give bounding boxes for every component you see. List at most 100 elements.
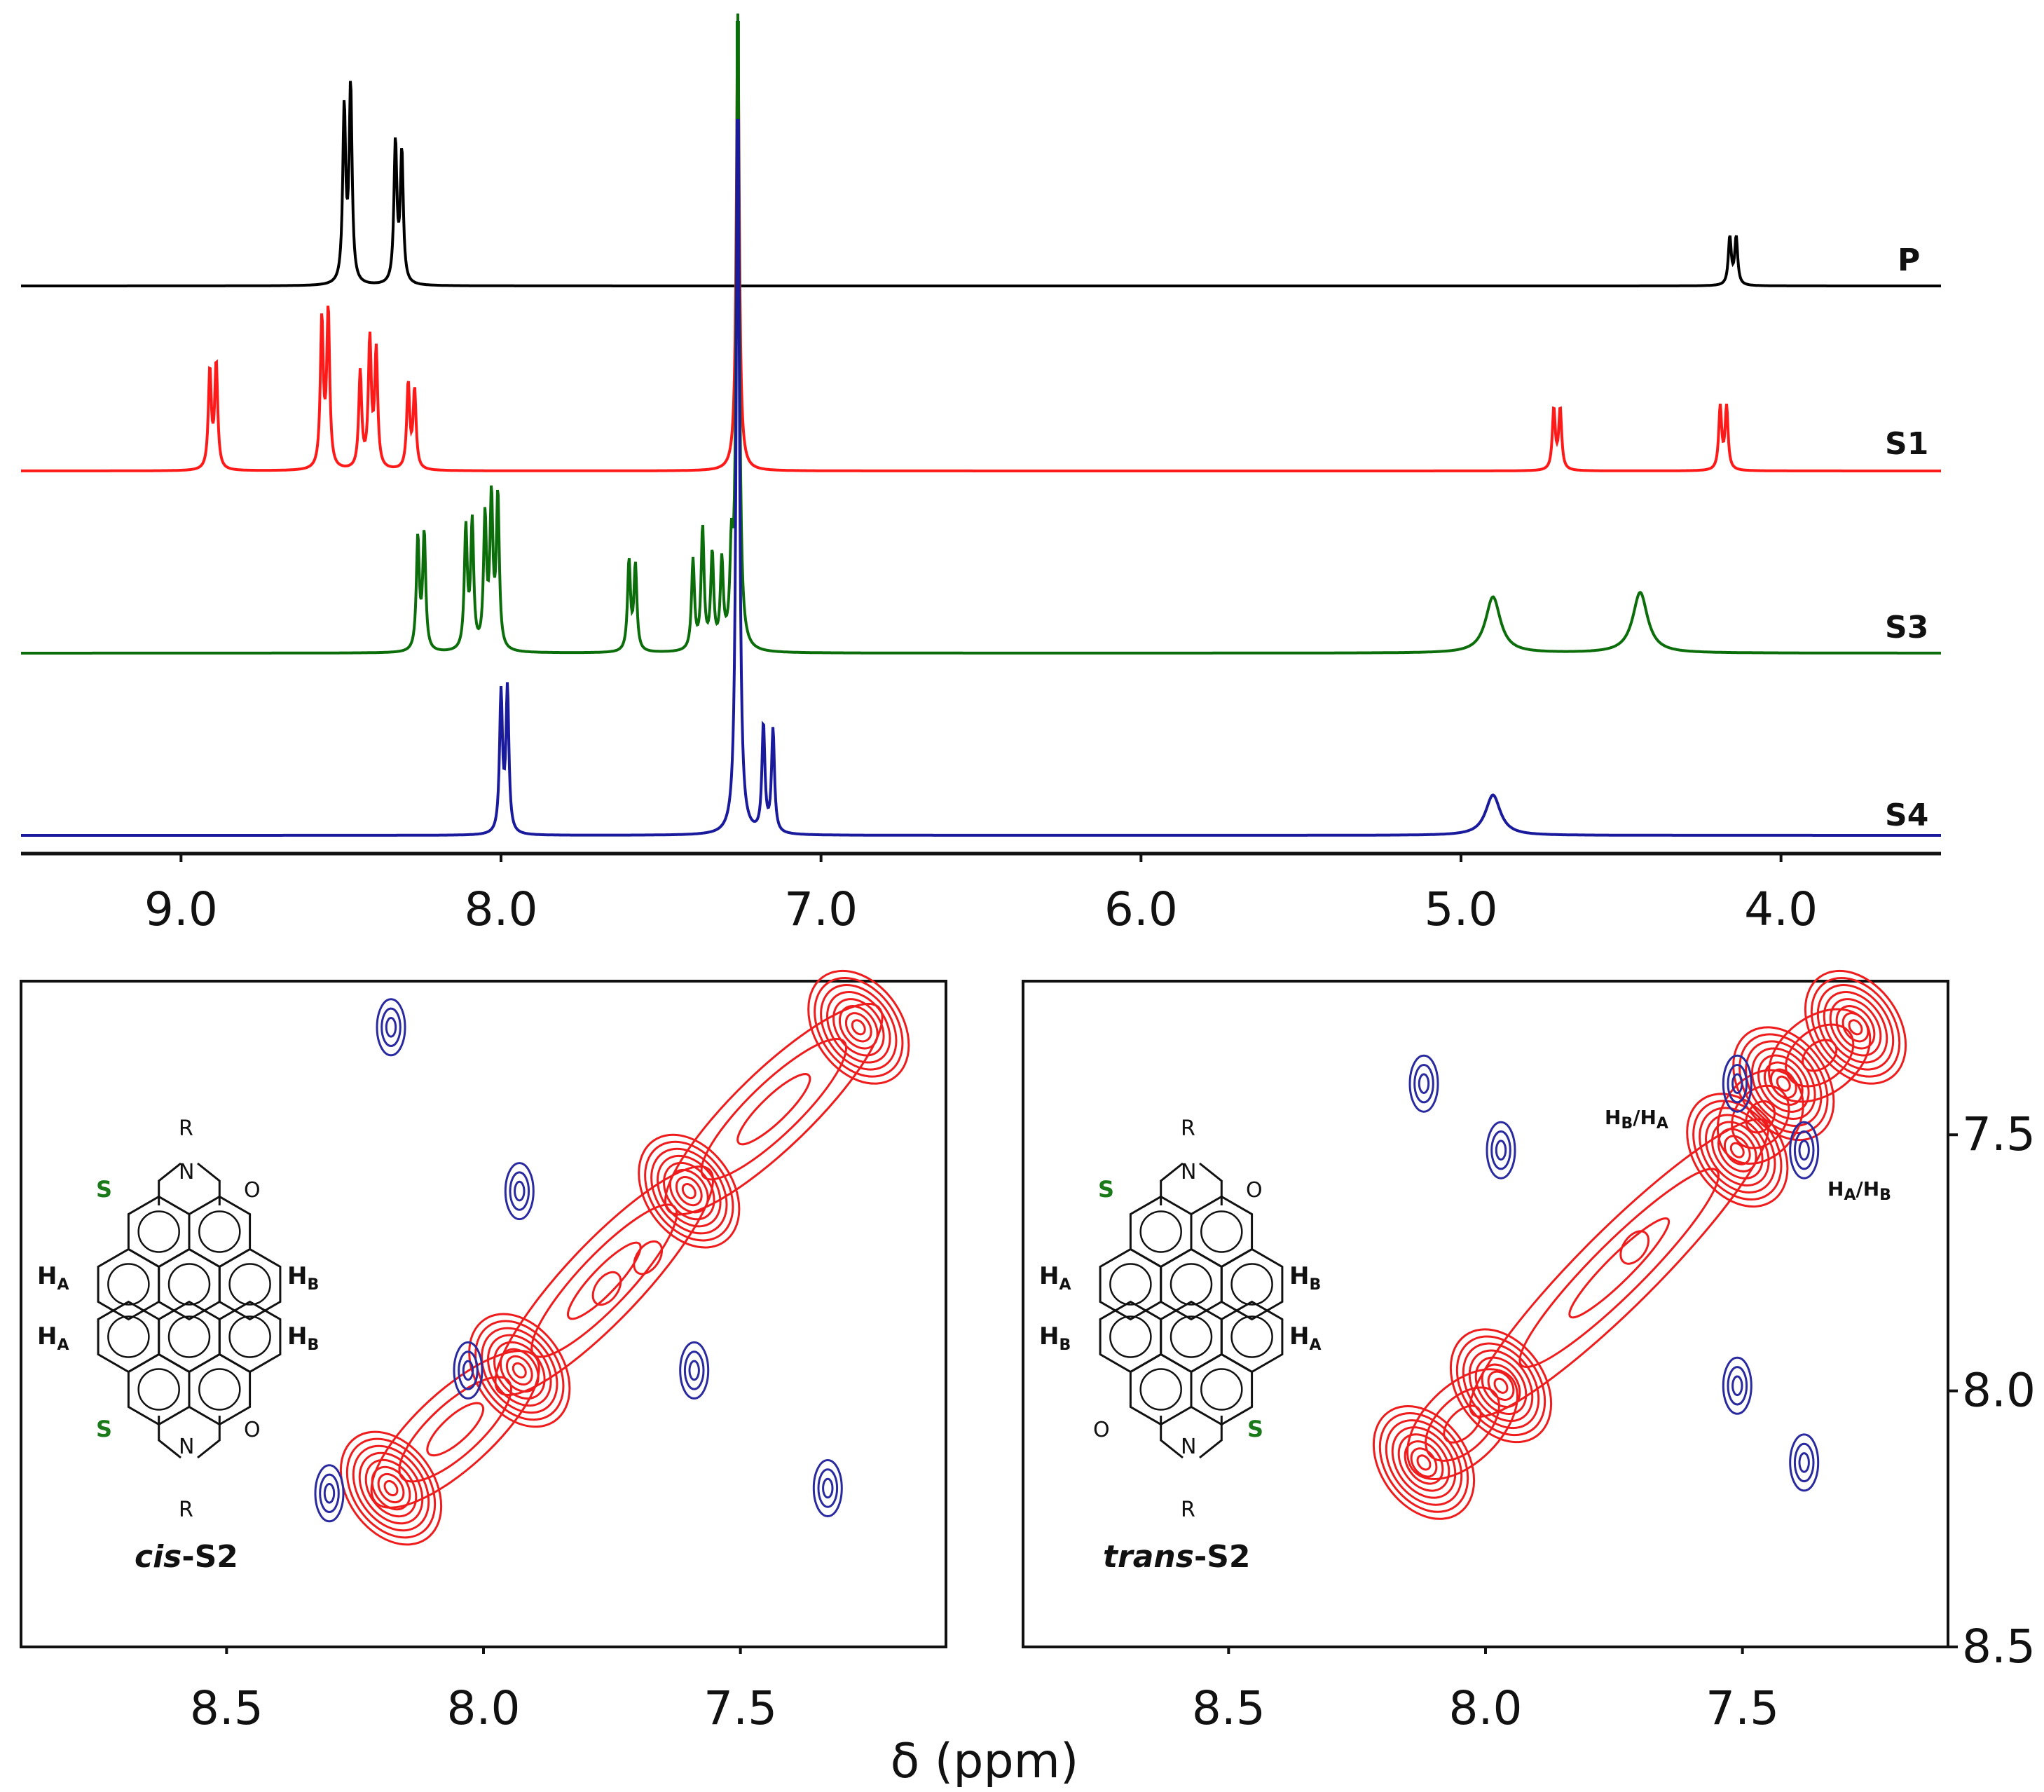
panel-x-tick-label: 8.0 (1449, 1681, 1523, 1735)
cross-peak-contour (1408, 1054, 1439, 1113)
diagonal-peak-contour (1710, 1121, 1764, 1179)
diagonal-peak-contour (657, 1154, 722, 1228)
benzene-ring (158, 1247, 221, 1321)
trans-ha-upper: HA (1039, 1262, 1071, 1294)
diagonal-peak-contour (493, 1341, 546, 1400)
diagonal-peak-contour (1462, 1342, 1540, 1430)
trans-n-top: N (1181, 1160, 1196, 1184)
cis-s2-2d-panel: 8.5 8.0 7.5 R N O S N O S R HA HB HA HB ci… (20, 969, 947, 1735)
diagonal-peak-contour (1487, 1370, 1515, 1401)
diagonal-ridge-contour (1425, 1386, 1500, 1462)
cross-peak-contour (1490, 1130, 1511, 1170)
diagonal-peak-contour (371, 1465, 411, 1511)
aromatic-circle (107, 1315, 150, 1358)
diagonal-peak-contour (1841, 1012, 1870, 1043)
cis-n-top: N (179, 1160, 194, 1184)
diagonal-peak-contour (339, 1430, 443, 1546)
benzene-ring (127, 1195, 191, 1268)
aromatic-circle (1200, 1210, 1243, 1253)
cross-peak-contour (1731, 1073, 1743, 1094)
panel-x-tick-label: 7.5 (704, 1681, 777, 1735)
cis-hb-upper: HB (287, 1262, 319, 1294)
diagonal-peak-contour (512, 1362, 527, 1379)
aromatic-circle (1139, 1368, 1182, 1411)
diagonal-peak-contour (1804, 969, 1907, 1085)
diagonal-peak-contour (1745, 1040, 1823, 1127)
diagonal-peak-contour (1823, 991, 1888, 1064)
diagonal-peak-contour (1729, 1142, 1745, 1158)
diagonal-ridge-contour (700, 1038, 848, 1181)
trans-s2-label: trans-S2 (1103, 1539, 1251, 1575)
diagonal-peak-contour (1757, 1054, 1810, 1113)
annotation-hb-ha: HB/HA (1605, 1106, 1668, 1133)
aromatic-circle (1109, 1263, 1152, 1306)
aromatic-circle (1170, 1315, 1213, 1358)
diagonal-connector-contour (591, 1271, 622, 1306)
trace-label-S4: S4 (1885, 798, 1928, 833)
cross-peak-contour (1789, 1433, 1820, 1492)
trans-s2-skeleton (1099, 1162, 1284, 1459)
cis-n-bottom: N (179, 1435, 194, 1459)
trans-hb-upper: HB (1289, 1262, 1321, 1294)
spectra-tick-label: 5.0 (1425, 882, 1498, 936)
spectrum-trace-s3 (21, 13, 1941, 655)
trace-label-S1: S1 (1885, 426, 1928, 462)
diagonal-peak-contour (499, 1348, 540, 1393)
diagonal-peak-contour (638, 1133, 741, 1249)
cross-peak-contour (1722, 1356, 1753, 1415)
cross-peak-contour (1789, 1121, 1820, 1179)
aromatic-circle (137, 1368, 180, 1411)
diagonal-peak-contour (1776, 1075, 1791, 1092)
cis-s2-label: cis-S2 (135, 1539, 238, 1575)
diagonal-ridge-contour (1745, 1100, 1776, 1134)
cross-peak-contour (504, 1162, 535, 1221)
trace-label-S3: S3 (1885, 610, 1928, 645)
trans-s2-2d-panel: 8.5 8.0 7.5 7.5 8.0 8.5 R N O S N O S R HA H… (1022, 969, 2036, 1735)
diagonal-peak-contour (345, 1437, 437, 1539)
cross-peak-contour (688, 1360, 700, 1381)
cross-peak-contour (1495, 1140, 1507, 1161)
trans-o-bottom: O (1093, 1418, 1110, 1442)
diagonal-peak-contour (1723, 1135, 1751, 1165)
panel-y-tick-label: 8.0 (1962, 1364, 2036, 1418)
diagonal-peak-contour (1385, 1419, 1463, 1506)
diagonal-peak-contour (1699, 1107, 1776, 1193)
diagonal-peak-contour (1449, 1328, 1553, 1444)
imide-ring-bond (158, 1416, 221, 1459)
diagonal-peak-contour (681, 1183, 697, 1200)
cross-peak-contour (1793, 1130, 1815, 1170)
cross-peak-contour (1798, 1452, 1810, 1473)
diagonal-peak-contour (1810, 976, 1901, 1078)
cross-peak-contour (1486, 1121, 1516, 1179)
cross-peak-contour (509, 1171, 530, 1211)
cross-peak-contour (458, 1350, 479, 1390)
benzene-ring (188, 1195, 252, 1268)
benzene-ring (127, 1353, 191, 1426)
cross-peak-contour (1722, 1054, 1753, 1113)
diagonal-peak-contour (1404, 1440, 1444, 1485)
cross-peak-contour (314, 1464, 345, 1523)
diagonal-ridge-contour (1785, 1023, 1855, 1088)
spectrum-trace-s1 (21, 21, 1941, 472)
trans-r-top: R (1181, 1116, 1195, 1141)
cross-peak-contour (319, 1473, 340, 1514)
spectrum-trace-p (21, 81, 1941, 287)
benzene-ring (1129, 1353, 1193, 1426)
diagonal-peak-contour (814, 976, 904, 1078)
diagonal-peak-contour (820, 984, 898, 1071)
cross-peak-contour (1731, 1375, 1743, 1397)
panel-x-tick-label: 7.5 (1706, 1681, 1779, 1735)
cis-o-bottom: O (244, 1418, 261, 1442)
cross-peak-contour (323, 1483, 336, 1504)
trace-label-P: P (1898, 242, 1920, 278)
spectrum-trace-s4 (21, 20, 1941, 837)
trans-o-top: O (1246, 1178, 1263, 1203)
aromatic-circle (1200, 1368, 1243, 1411)
cross-peak-contour (1793, 1442, 1815, 1483)
cis-r-top: R (179, 1116, 193, 1141)
spectra-tick-label: 6.0 (1104, 882, 1178, 936)
benzene-ring (1220, 1247, 1284, 1321)
aromatic-circle (1230, 1315, 1273, 1358)
benzene-ring (97, 1300, 160, 1374)
diagonal-peak-contour (1835, 1005, 1876, 1050)
